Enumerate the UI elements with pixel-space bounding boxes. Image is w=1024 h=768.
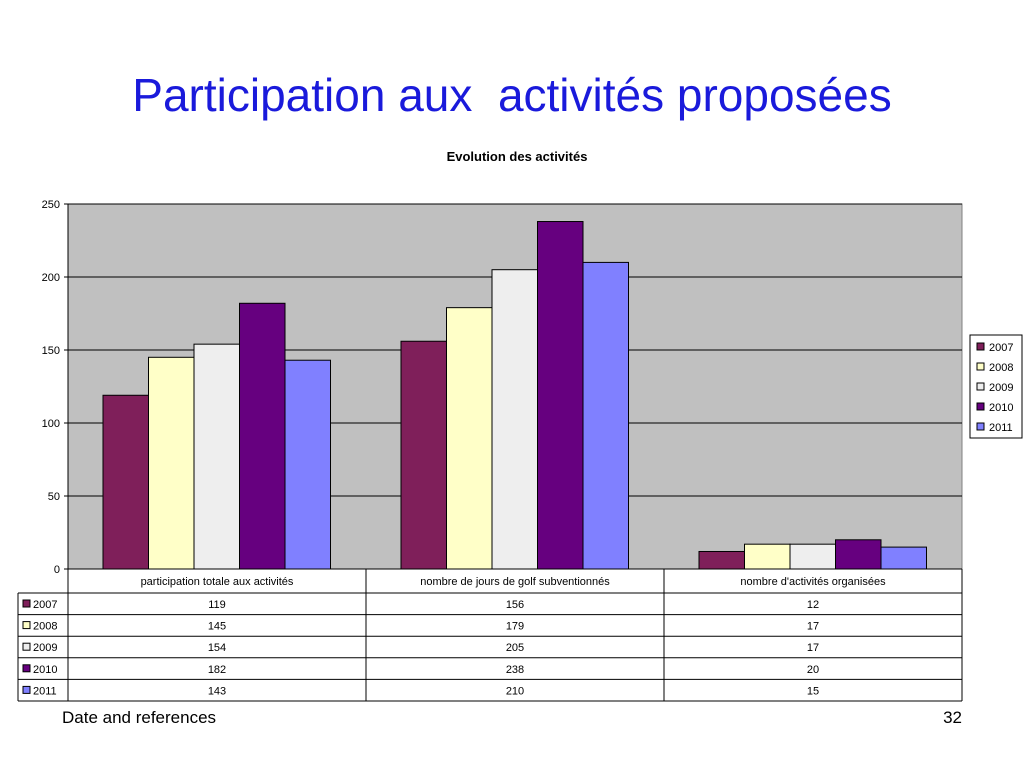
x-tick-label-nombre-de-jours-de-golf-subventionnes: nombre de jours de golf subventionnés xyxy=(420,576,610,588)
y-tick-label-150: 150 xyxy=(42,345,60,357)
bar-2011-2 xyxy=(582,261,629,570)
data-label-2011-2: 210 xyxy=(506,685,524,697)
bar-2010-2 xyxy=(537,221,584,570)
table-swatch-2007 xyxy=(22,599,31,608)
table-row-label-2011: 2011 xyxy=(33,685,57,697)
legend-swatch-2011 xyxy=(976,422,985,431)
slide-title: Participation aux activités proposées xyxy=(132,69,892,121)
legend-swatch-2009 xyxy=(976,382,985,391)
table-swatch-2008 xyxy=(22,621,31,630)
table-row-label-2010: 2010 xyxy=(33,664,57,676)
bar-2010-1 xyxy=(239,302,286,570)
table-swatch-2010 xyxy=(22,664,31,673)
data-label-2010-2: 238 xyxy=(506,664,524,676)
bar-2010-3 xyxy=(835,539,882,570)
page-number: 32 xyxy=(943,708,962,727)
bar-2007-1 xyxy=(102,394,149,570)
bar-2008-2 xyxy=(446,307,493,570)
y-tick-label-100: 100 xyxy=(42,418,60,430)
table-swatch-2011 xyxy=(22,685,31,694)
legend-swatch-2010 xyxy=(976,402,985,411)
legend-item-2010: 2010 xyxy=(989,402,1013,414)
y-tick-label-200: 200 xyxy=(42,272,60,284)
data-label-2009-3: 17 xyxy=(807,642,819,654)
bar-2008-3 xyxy=(744,543,791,570)
bar-2011-1 xyxy=(284,359,331,570)
bar-2009-1 xyxy=(193,343,240,570)
bar-2007-3 xyxy=(698,550,745,570)
legend-item-2008: 2008 xyxy=(989,362,1013,374)
data-label-2008-2: 179 xyxy=(506,621,524,633)
table-row-label-2009: 2009 xyxy=(33,642,57,654)
table-row-label-2008: 2008 xyxy=(33,621,57,633)
data-label-2010-3: 20 xyxy=(807,664,819,676)
bar-2007-2 xyxy=(400,340,447,570)
legend-item-2009: 2009 xyxy=(989,382,1013,394)
data-label-2007-3: 12 xyxy=(807,599,819,611)
table-row-label-2007: 2007 xyxy=(33,599,57,611)
bar-2009-2 xyxy=(491,269,538,570)
bar-2011-3 xyxy=(880,546,927,570)
data-label-2008-1: 145 xyxy=(208,621,226,633)
legend-item-2011: 2011 xyxy=(989,422,1013,434)
data-label-2010-1: 182 xyxy=(208,664,226,676)
bar-2008-1 xyxy=(148,356,195,570)
data-label-2011-1: 143 xyxy=(208,685,226,697)
data-label-2009-2: 205 xyxy=(506,642,524,654)
y-tick-label-0: 0 xyxy=(54,564,60,576)
data-label-2011-3: 15 xyxy=(807,685,819,697)
chart-title: Evolution des activités xyxy=(447,149,588,164)
data-label-2008-3: 17 xyxy=(807,621,819,633)
legend-item-2007: 2007 xyxy=(989,342,1013,354)
legend-swatch-2008 xyxy=(976,362,985,371)
table-swatch-2009 xyxy=(22,642,31,651)
x-tick-label-nombre-d-activites-organisees: nombre d'activités organisées xyxy=(740,576,886,588)
x-tick-label-participation-totale-aux-activites: participation totale aux activités xyxy=(141,576,294,588)
y-tick-label-250: 250 xyxy=(42,199,60,211)
bar-2009-3 xyxy=(789,543,836,570)
data-label-2007-1: 119 xyxy=(208,599,226,611)
legend-swatch-2007 xyxy=(976,342,985,351)
y-tick-label-50: 50 xyxy=(48,491,60,503)
data-label-2009-1: 154 xyxy=(208,642,226,654)
footer-date-references: Date and references xyxy=(62,708,217,727)
data-label-2007-2: 156 xyxy=(506,599,524,611)
